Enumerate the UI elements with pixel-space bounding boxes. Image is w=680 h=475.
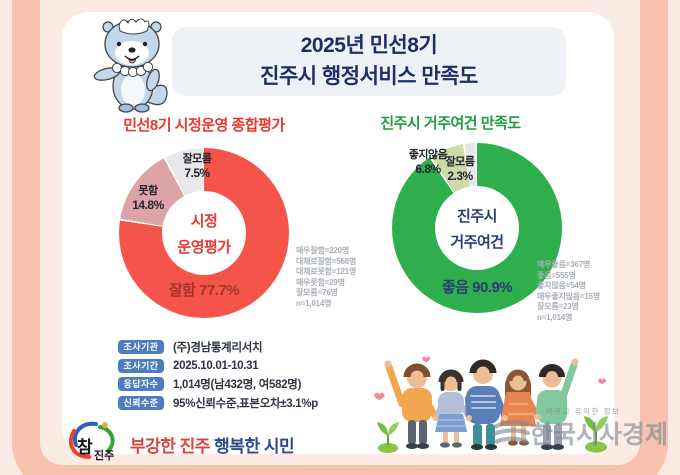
row-label-badge: 조사기관 — [118, 340, 164, 354]
person-blue-skirt — [433, 369, 472, 448]
row-label-badge: 조사기간 — [118, 358, 164, 373]
table-row: 신뢰수준 95%신뢰수준,표본오차±3.1%p — [118, 395, 318, 410]
jinju-city-logo: 참 진주 — [68, 421, 115, 462]
slogan-part1: 부강한 진주 — [130, 437, 210, 456]
table-row: 응답자수 1,014명(남432명, 여582명) — [118, 377, 318, 391]
otter-mascot-icon — [93, 18, 168, 113]
watermark-tagline: 바르고 유익한 정보 — [546, 407, 621, 416]
left-chart-stats: 매우잘함=220명 대체로잘함=568명 대체로못함=121명 매우못함=29명… — [296, 246, 357, 308]
row-label-badge: 신뢰수준 — [118, 395, 164, 410]
left-callout-dontknow: 잘모름 7.5% — [182, 153, 212, 181]
sprout-icon — [377, 422, 399, 453]
page-title-line2: 진주시 행정서비스 만족도 — [260, 64, 478, 88]
logo-char: 참 — [77, 437, 93, 457]
right-donut-chart: 진주시 거주여건 — [392, 143, 562, 313]
row-value: 2025.10.01-10.31 — [173, 359, 259, 372]
person-yellow — [384, 360, 439, 449]
people-illustration — [374, 356, 608, 453]
swirl-globe-logo-icon — [492, 420, 530, 444]
right-chart-title: 진주시 거주여건 만족도 — [380, 115, 521, 132]
table-row: 조사기관 (주)경남통계리서치 — [118, 340, 318, 354]
city-slogan: 부강한 진주 행복한 시민 — [130, 432, 295, 457]
row-label-badge: 응답자수 — [118, 377, 164, 391]
page-title: 2025년 민선8기 진주시 행정서비스 만족도 — [172, 27, 566, 96]
left-donut-center-label: 시정 운영평가 — [162, 191, 246, 275]
slogan-part2: 행복한 시민 — [214, 437, 295, 456]
row-value: 95%신뢰수준,표본오차±3.1%p — [173, 397, 318, 410]
right-main-slice-label: 좋음 90.9% — [441, 279, 513, 296]
logo-rest: 진주 — [94, 448, 114, 462]
left-callout-bad: 못함 14.8% — [132, 185, 164, 213]
watermark: 바르고 유익한 정보 한국시사경제 — [492, 406, 680, 451]
watermark-name: 한국시사경제 — [530, 421, 669, 449]
right-chart-stats: 매우좋음=367명 좋음=555명 좋지않음=54명 매우좋지않음=15명 잘모… — [537, 260, 601, 322]
person-green — [535, 358, 579, 450]
right-callout-dontknow: 잘모름 2.3% — [445, 156, 475, 184]
survey-info-table: 조사기관 (주)경남통계리서치 조사기간 2025.10.01-10.31 응답… — [118, 340, 318, 414]
sprout-icon — [584, 416, 608, 453]
person-blue-stripes — [465, 359, 508, 450]
row-value: 1,014명(남432명, 여582명) — [173, 379, 302, 391]
table-row: 조사기간 2025.10.01-10.31 — [118, 358, 318, 373]
right-callout-notgood: 좋지않음 6.8% — [408, 149, 448, 177]
row-value: (주)경남통계리서치 — [173, 342, 263, 354]
left-main-slice-label: 잘함 77.7% — [168, 282, 240, 299]
page-title-line1: 2025년 민선8기 — [300, 34, 438, 58]
frame-border — [12, 0, 668, 475]
left-donut-chart: 시정 운영평가 — [119, 148, 289, 318]
left-chart-title: 민선8기 시정운영 종합평가 — [123, 117, 285, 134]
right-donut-center-label: 진주시 거주여건 — [435, 186, 519, 270]
